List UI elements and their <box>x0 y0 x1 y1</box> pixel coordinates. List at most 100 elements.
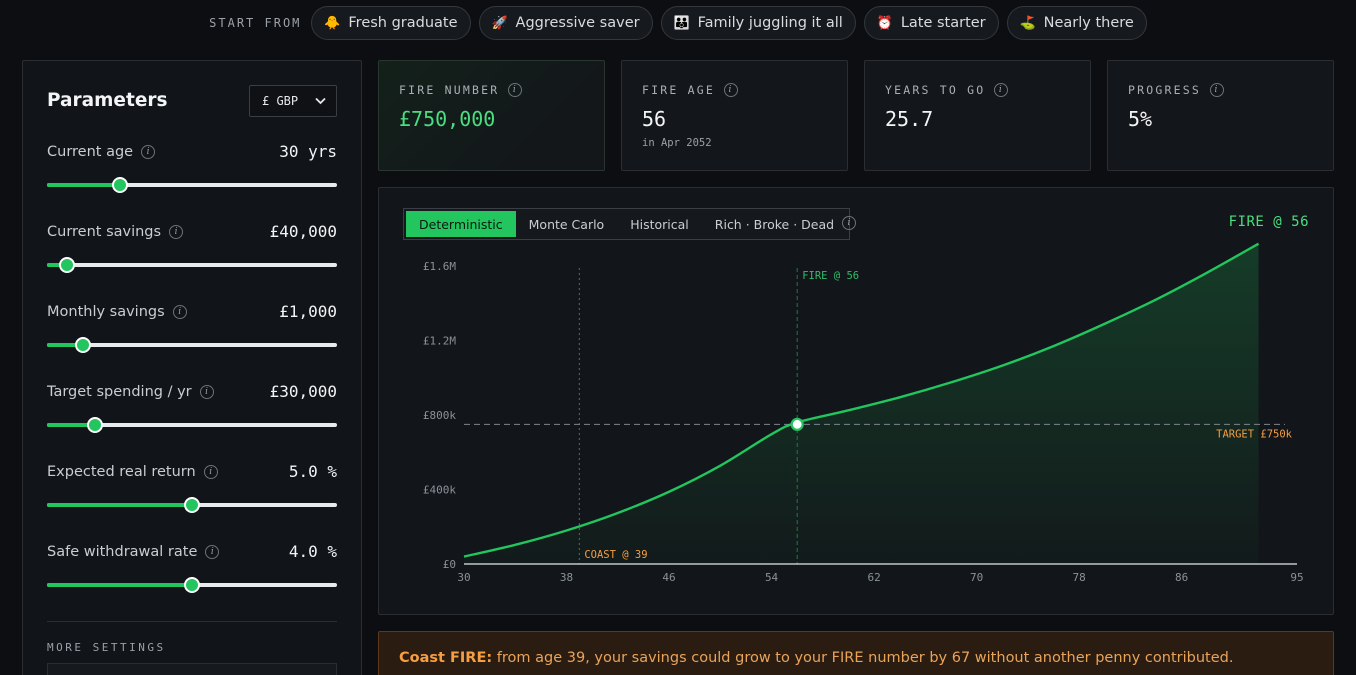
slider-thumb[interactable] <box>111 177 128 193</box>
slider-fill <box>47 183 120 187</box>
param-target-spending: Target spending / yr i £30,000 <box>47 382 337 444</box>
preset-nearly-there[interactable]: ⛳ Nearly there <box>1006 6 1147 40</box>
param-monthly-savings: Monthly savings i £1,000 <box>47 302 337 364</box>
preset-fresh-graduate[interactable]: 🐥 Fresh graduate <box>311 6 471 40</box>
more-settings-label: MORE SETTINGS <box>47 641 166 654</box>
stat-label: PROGRESS <box>1128 83 1201 97</box>
golf-flag-icon: ⛳ <box>1019 15 1036 31</box>
chevron-down-icon <box>315 94 326 108</box>
info-icon[interactable]: i <box>842 216 856 230</box>
param-withdrawal-rate: Safe withdrawal rate i 4.0 % <box>47 542 337 604</box>
info-icon[interactable]: i <box>724 83 738 97</box>
param-value: 4.0 % <box>288 542 337 561</box>
slider-thumb[interactable] <box>75 337 92 353</box>
fire-age-date: in Apr 2052 <box>642 137 712 149</box>
parameters-title: Parameters <box>47 90 168 111</box>
y-tick-label: £1.6M <box>423 260 456 273</box>
divider <box>47 621 337 622</box>
expected-return-slider[interactable] <box>47 497 337 513</box>
current-age-slider[interactable] <box>47 177 337 193</box>
param-value: £1,000 <box>279 302 337 321</box>
slider-fill <box>47 343 84 347</box>
param-value: £40,000 <box>269 222 337 241</box>
preset-aggressive-saver[interactable]: 🚀 Aggressive saver <box>478 6 653 40</box>
x-tick-label: 78 <box>1073 571 1086 584</box>
y-tick-label: £0 <box>443 558 456 571</box>
tab-rich-broke-dead[interactable]: Rich · Broke · Dead <box>714 216 835 232</box>
tab-historical[interactable]: Historical <box>630 216 689 232</box>
slider-thumb[interactable] <box>184 577 200 593</box>
x-tick-label: 86 <box>1175 571 1188 584</box>
rocket-icon: 🚀 <box>491 15 508 31</box>
slider-thumb[interactable] <box>184 497 200 513</box>
param-value: 5.0 % <box>288 462 337 481</box>
withdrawal-rate-slider[interactable] <box>47 577 337 593</box>
param-label: Safe withdrawal rate <box>47 544 198 560</box>
param-label: Current age <box>47 144 134 160</box>
alarm-clock-icon: ⏰ <box>876 15 893 31</box>
monthly-savings-slider[interactable] <box>47 337 337 353</box>
y-tick-label: £800k <box>423 409 456 422</box>
info-icon[interactable]: i <box>994 83 1009 97</box>
slider-thumb[interactable] <box>86 417 103 433</box>
fire-age-value: 56 <box>642 107 667 131</box>
preset-bar: START FROM 🐥 Fresh graduate 🚀 Aggressive… <box>0 6 1356 40</box>
stat-label: YEARS TO GO <box>885 83 986 97</box>
y-tick-label: £1.2M <box>423 335 456 348</box>
progress-card: PROGRESS i 5% <box>1107 60 1334 171</box>
x-tick-label: 46 <box>662 571 675 584</box>
stat-label: FIRE AGE <box>642 83 715 97</box>
param-label: Expected real return <box>47 464 196 480</box>
coast-fire-banner: Coast FIRE: from age 39, your savings co… <box>378 631 1334 675</box>
x-tick-label: 95 <box>1290 571 1303 584</box>
area-fill <box>464 243 1259 564</box>
param-expected-return: Expected real return i 5.0 % <box>47 462 337 524</box>
years-to-go-card: YEARS TO GO i 25.7 <box>864 60 1091 171</box>
chick-icon: 🐥 <box>324 15 341 31</box>
info-icon[interactable]: i <box>199 385 214 399</box>
info-icon[interactable]: i <box>141 145 156 159</box>
info-icon[interactable]: i <box>1210 83 1224 97</box>
coast-label: COAST @ 39 <box>584 549 647 561</box>
fire-line-label: FIRE @ 56 <box>802 270 859 282</box>
info-icon[interactable]: i <box>205 545 220 559</box>
tab-monte-carlo[interactable]: Monte Carlo <box>528 216 605 232</box>
projection-chart: £0 £400k £800k £1.2M £1.6M 30 38 46 54 62 70 78 86 95… <box>423 242 1304 584</box>
x-tick-label: 30 <box>457 571 470 584</box>
x-tick-label: 62 <box>867 571 880 584</box>
tab-deterministic[interactable]: Deterministic <box>406 211 516 237</box>
fire-number-value: £750,000 <box>399 107 496 131</box>
preset-label: Nearly there <box>1043 15 1134 31</box>
x-tick-label: 38 <box>560 571 573 584</box>
currency-value: £ GBP <box>262 94 299 108</box>
info-icon[interactable]: i <box>508 83 523 97</box>
slider-thumb[interactable] <box>59 257 76 273</box>
param-label: Current savings <box>47 224 162 240</box>
param-current-savings: Current savings i £40,000 <box>47 222 337 284</box>
current-savings-slider[interactable] <box>47 257 337 273</box>
slider-fill <box>47 423 95 427</box>
banner-title: Coast FIRE: <box>399 650 493 666</box>
slider-fill <box>47 263 68 267</box>
fire-point <box>790 417 804 431</box>
more-settings-field[interactable] <box>47 663 337 675</box>
preset-family[interactable]: 👪 Family juggling it all <box>660 6 856 40</box>
y-tick-label: £400k <box>423 484 456 497</box>
info-icon[interactable]: i <box>203 465 218 479</box>
x-tick-label: 70 <box>970 571 983 584</box>
fire-number-card: FIRE NUMBER i £750,000 <box>378 60 605 171</box>
simulation-tabs: Deterministic Monte Carlo Historical Ric… <box>403 208 851 240</box>
param-value: 30 yrs <box>279 142 337 161</box>
param-label: Monthly savings <box>47 304 165 320</box>
preset-late-starter[interactable]: ⏰ Late starter <box>863 6 999 40</box>
info-icon[interactable]: i <box>169 225 184 239</box>
preset-label: Aggressive saver <box>515 15 640 31</box>
target-label: TARGET £750k <box>1216 428 1293 440</box>
target-spending-slider[interactable] <box>47 417 337 433</box>
info-icon[interactable]: i <box>172 305 187 319</box>
chart-panel: £0 £400k £800k £1.2M £1.6M 30 38 46 54 62 70 78 86 95… <box>378 187 1334 615</box>
currency-select[interactable]: £ GBP <box>249 85 337 117</box>
progress-value: 5% <box>1128 107 1153 131</box>
param-current-age: Current age i 30 yrs <box>47 142 337 204</box>
stat-label: FIRE NUMBER <box>399 83 500 97</box>
